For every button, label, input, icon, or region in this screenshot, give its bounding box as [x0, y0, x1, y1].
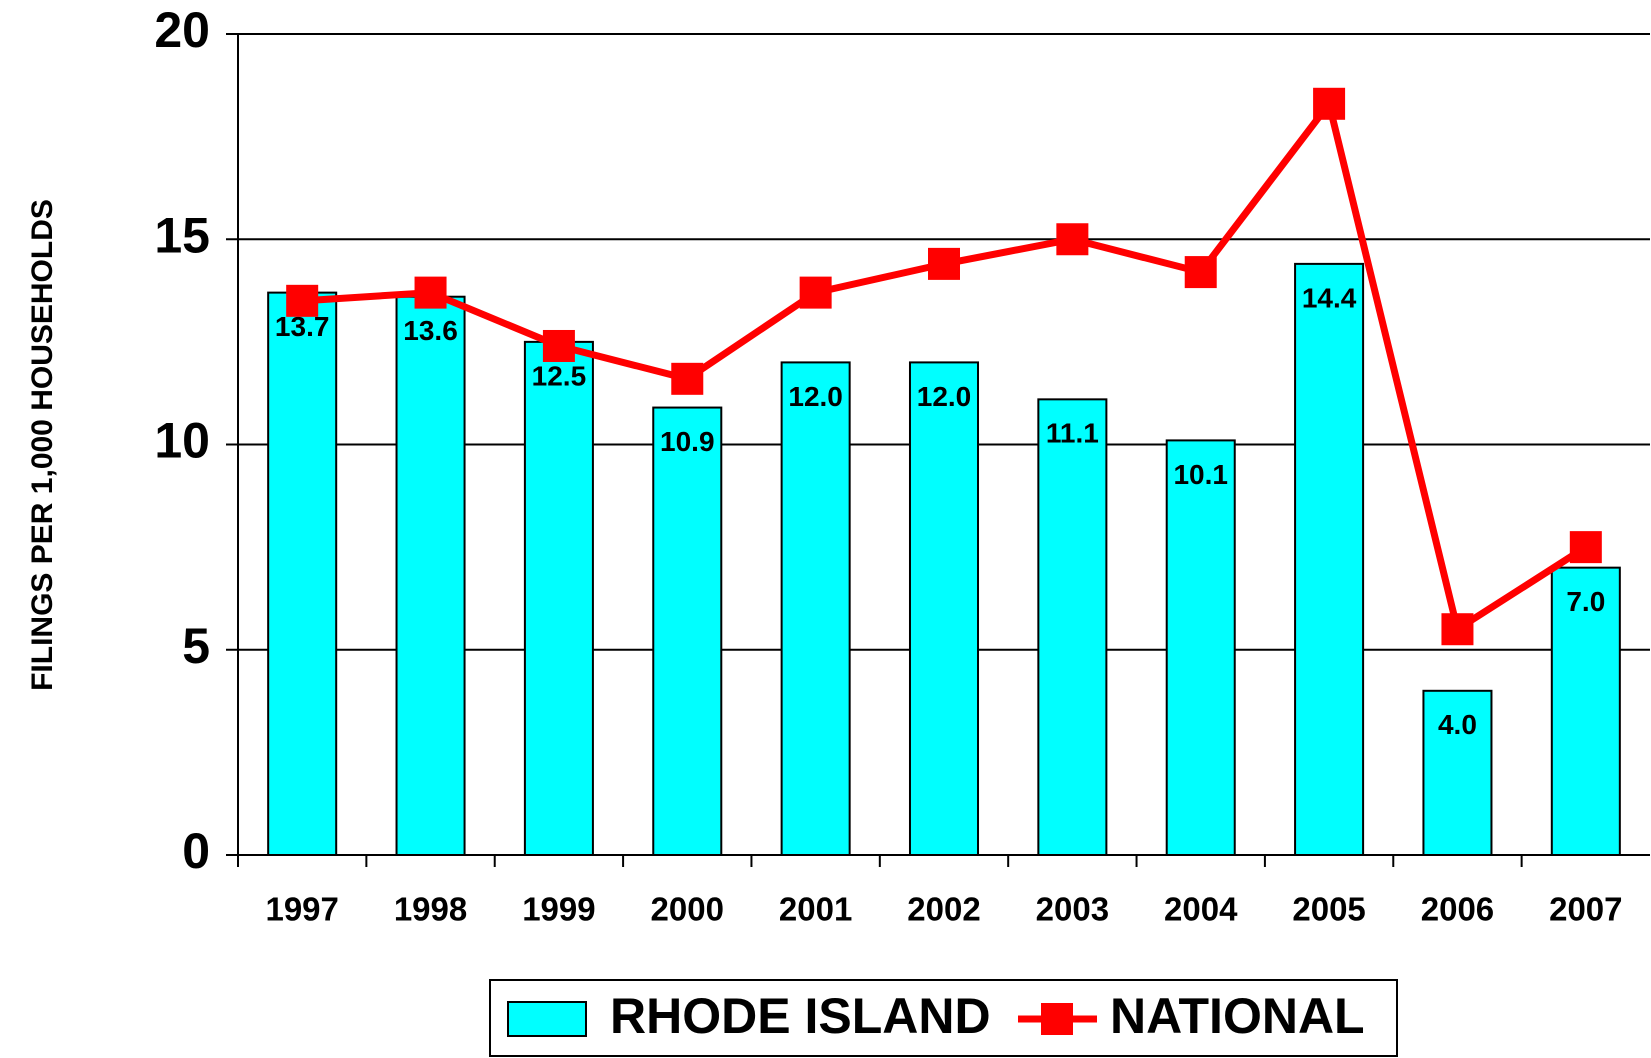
- x-tick-label: 1999: [522, 891, 595, 928]
- marker: [1569, 531, 1602, 564]
- marker: [1313, 87, 1346, 120]
- x-tick-label: 1998: [394, 891, 467, 928]
- legend-swatch: [507, 1001, 587, 1037]
- data-label: 13.6: [403, 315, 458, 346]
- marker: [671, 362, 704, 395]
- marker: [542, 329, 575, 362]
- bar: [395, 295, 466, 857]
- data-label: 12.0: [917, 381, 972, 412]
- bar: [908, 361, 980, 856]
- bar: [523, 340, 594, 856]
- data-label: 14.4: [1302, 282, 1357, 313]
- data-label: 10.1: [1173, 459, 1228, 490]
- x-tick-label: 2001: [779, 891, 852, 928]
- x-tick-label: 2006: [1421, 891, 1494, 928]
- legend-label: NATIONAL: [1110, 988, 1365, 1044]
- data-label: 12.0: [788, 381, 843, 412]
- marker: [1056, 223, 1089, 256]
- marker: [286, 284, 319, 317]
- bar: [1037, 398, 1108, 856]
- marker: [1184, 256, 1217, 289]
- bar: [1550, 566, 1621, 857]
- legend-swatch: [1041, 1003, 1073, 1035]
- bar: [1422, 689, 1493, 856]
- data-label: 7.0: [1566, 586, 1605, 617]
- y-tick-label: 20: [154, 2, 210, 58]
- x-tick-label: 1997: [265, 891, 338, 928]
- data-label: 4.0: [1438, 709, 1477, 740]
- y-tick-label: 15: [154, 207, 210, 263]
- x-tick-label: 2004: [1164, 891, 1238, 928]
- x-tick-label: 2003: [1036, 891, 1109, 928]
- x-tick-label: 2007: [1549, 891, 1622, 928]
- marker: [799, 276, 832, 309]
- x-tick-label: 2005: [1292, 891, 1365, 928]
- marker: [928, 247, 960, 280]
- bar: [1165, 439, 1236, 856]
- y-tick-label: 0: [182, 823, 210, 879]
- y-tick-label: 10: [154, 413, 210, 469]
- bar: [1294, 262, 1365, 856]
- legend-label: RHODE ISLAND: [610, 988, 991, 1044]
- x-tick-label: 2002: [907, 891, 980, 928]
- x-tick-label: 2000: [651, 891, 724, 928]
- data-label: 11.1: [1046, 418, 1099, 449]
- data-label: 12.5: [532, 360, 587, 391]
- legend-box: [489, 979, 1398, 1057]
- bar: [780, 361, 851, 856]
- y-axis-label: FILINGS PER 1,000 HOUSEHOLDS: [26, 199, 59, 691]
- bar: [652, 406, 723, 856]
- marker: [414, 276, 447, 309]
- marker: [1441, 613, 1474, 646]
- y-tick-label: 5: [182, 618, 210, 674]
- bar: [267, 291, 338, 856]
- data-label: 10.9: [660, 426, 715, 457]
